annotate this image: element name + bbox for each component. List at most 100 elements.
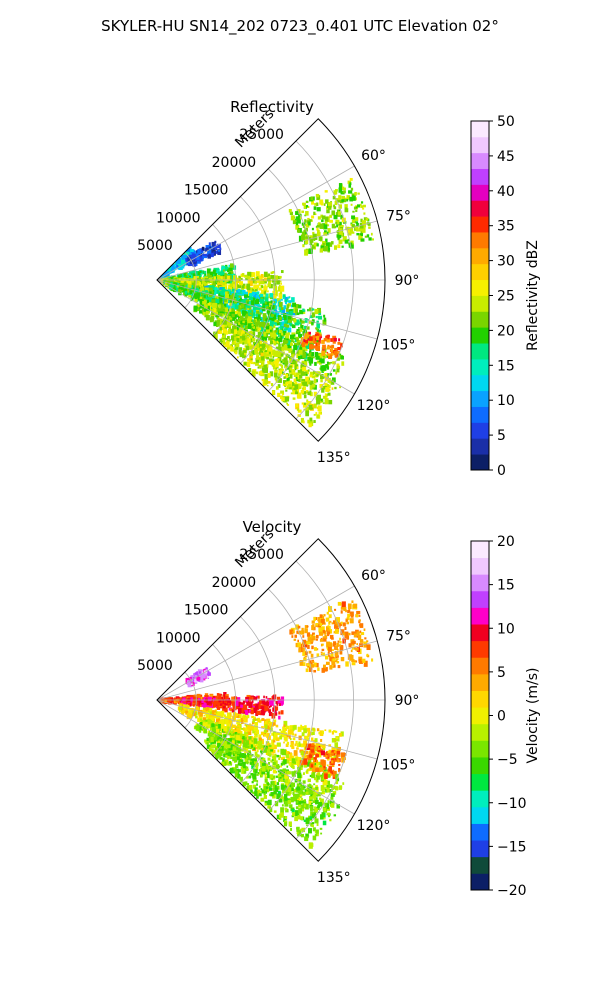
echo-gate bbox=[271, 739, 275, 744]
echo-gate bbox=[244, 345, 247, 348]
echo-gate bbox=[223, 734, 227, 738]
echo-gate bbox=[188, 714, 192, 718]
echo-gate bbox=[279, 368, 284, 372]
echo-gate bbox=[334, 189, 338, 192]
echo-gate bbox=[364, 235, 368, 238]
echo-gate bbox=[240, 303, 245, 308]
echo-gate bbox=[225, 726, 230, 733]
echo-gate bbox=[256, 320, 260, 325]
echo-gate bbox=[275, 701, 279, 704]
echo-gate bbox=[199, 270, 202, 273]
echo-gate bbox=[255, 295, 260, 298]
echo-gate bbox=[309, 774, 313, 777]
echo-gate bbox=[319, 362, 322, 365]
echo-gate bbox=[189, 256, 192, 260]
echo-gate bbox=[326, 346, 330, 350]
echo-gate bbox=[242, 745, 247, 751]
echo-gate bbox=[185, 280, 189, 284]
echo-gate bbox=[210, 721, 214, 724]
echo-gate bbox=[215, 334, 218, 338]
echo-gate bbox=[231, 696, 236, 702]
echo-gate bbox=[196, 677, 201, 681]
echo-gate bbox=[276, 350, 279, 353]
echo-gate bbox=[261, 332, 265, 338]
echo-gate bbox=[278, 715, 281, 720]
echo-gate bbox=[318, 353, 323, 358]
echo-gate bbox=[219, 338, 223, 343]
echo-gate bbox=[279, 729, 282, 731]
echo-gate bbox=[228, 345, 232, 349]
echo-gate bbox=[273, 744, 277, 750]
echo-gate bbox=[328, 784, 333, 788]
echo-gate bbox=[288, 752, 291, 755]
echo-gate bbox=[174, 277, 178, 282]
echo-gate bbox=[174, 262, 177, 266]
colorbar-swatch bbox=[471, 295, 489, 312]
echo-gate bbox=[302, 224, 306, 228]
echo-gate bbox=[315, 776, 319, 781]
echo-gate bbox=[248, 343, 252, 346]
echo-gate bbox=[315, 779, 319, 783]
echo-gate bbox=[224, 702, 227, 706]
echo-gate bbox=[235, 351, 238, 355]
echo-gate bbox=[294, 733, 297, 737]
echo-gate bbox=[253, 703, 256, 707]
echo-gate bbox=[317, 394, 321, 401]
echo-gate bbox=[199, 694, 203, 699]
echo-gate bbox=[335, 212, 340, 217]
echo-gate bbox=[334, 386, 337, 390]
echo-gate bbox=[292, 796, 297, 802]
echo-gate bbox=[248, 360, 253, 364]
echo-gate bbox=[233, 336, 238, 342]
echo-gate bbox=[340, 355, 344, 360]
echo-gate bbox=[169, 265, 173, 268]
echo-gate bbox=[226, 291, 230, 296]
echo-gate bbox=[283, 736, 287, 741]
echo-gate bbox=[286, 298, 289, 301]
echo-gate bbox=[199, 722, 202, 725]
echo-gate bbox=[352, 210, 355, 213]
echo-gate bbox=[311, 731, 315, 735]
echo-gate bbox=[250, 336, 253, 339]
echo-gate bbox=[326, 366, 330, 370]
echo-gate bbox=[174, 266, 177, 270]
echo-gate bbox=[307, 308, 309, 312]
echo-gate bbox=[250, 760, 253, 764]
echo-gate bbox=[355, 209, 358, 213]
echo-gate bbox=[290, 742, 294, 748]
echo-gate bbox=[305, 227, 308, 232]
echo-gate bbox=[257, 279, 260, 284]
echo-gate bbox=[267, 774, 270, 779]
echo-gate bbox=[307, 760, 312, 764]
echo-gate bbox=[198, 701, 203, 705]
echo-gate bbox=[302, 403, 307, 408]
echo-gate bbox=[326, 787, 330, 793]
echo-gate bbox=[265, 333, 268, 337]
echo-gate bbox=[188, 246, 192, 251]
echo-gate bbox=[311, 236, 314, 239]
echo-gate bbox=[257, 717, 260, 723]
echo-gate bbox=[331, 747, 336, 751]
echo-gate bbox=[311, 727, 314, 730]
echo-gate bbox=[222, 269, 226, 272]
echo-gate bbox=[320, 374, 324, 380]
echo-gate bbox=[229, 326, 232, 329]
echo-gate bbox=[329, 345, 332, 349]
echo-gate bbox=[277, 346, 282, 352]
echo-gate bbox=[305, 402, 309, 406]
echo-gate bbox=[309, 380, 314, 385]
echo-gate bbox=[232, 716, 236, 722]
echo-gate bbox=[206, 701, 210, 706]
echo-gate bbox=[296, 229, 301, 233]
echo-gate bbox=[285, 333, 290, 339]
echo-gate bbox=[185, 273, 188, 276]
echo-gate bbox=[205, 740, 209, 745]
echo-gate bbox=[323, 337, 328, 342]
echo-gate bbox=[261, 343, 266, 347]
echo-gate bbox=[295, 319, 300, 326]
echo-gate bbox=[220, 325, 225, 330]
echo-gate bbox=[342, 782, 345, 785]
echo-gate bbox=[190, 697, 194, 702]
echo-gate bbox=[255, 328, 258, 332]
echo-gate bbox=[298, 378, 301, 383]
